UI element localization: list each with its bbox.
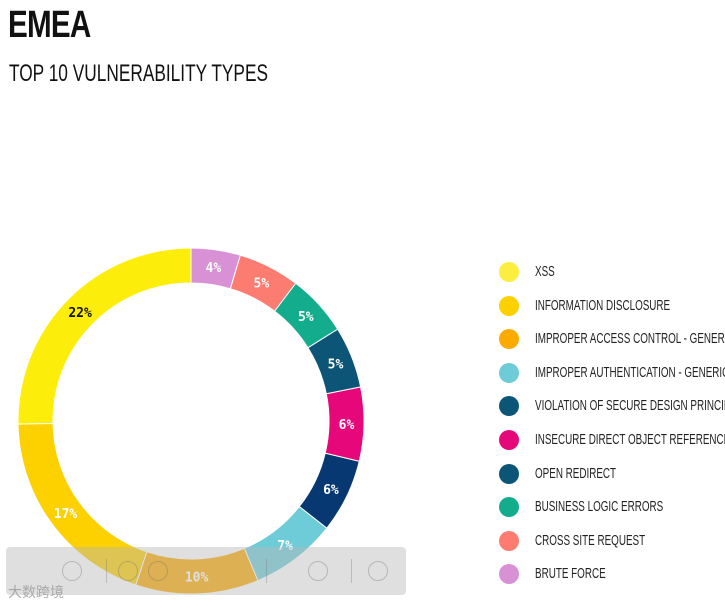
slice-label: 6% xyxy=(323,483,339,498)
slice-brute-force xyxy=(190,247,241,290)
slice-label: 5% xyxy=(328,357,344,372)
legend-swatch xyxy=(499,429,519,450)
legend-item: INSECURE DIRECT OBJECT REFERENCE xyxy=(497,428,725,462)
slice-label: 6% xyxy=(339,418,355,433)
slice-label: 5% xyxy=(254,276,270,291)
legend-swatch xyxy=(499,463,519,484)
plus-circle-icon[interactable] xyxy=(118,561,138,581)
legend-label: CROSS SITE REQUEST xyxy=(535,532,646,549)
legend-label: OPEN REDIRECT xyxy=(535,465,617,482)
slice-label: 5% xyxy=(298,310,314,325)
slice-label: 17% xyxy=(54,507,78,522)
legend-item: XSS xyxy=(497,260,725,294)
image-toolbar xyxy=(6,547,406,595)
legend-label: INFORMATION DISCLOSURE xyxy=(535,297,671,314)
legend-swatch xyxy=(499,262,519,282)
expand-icon[interactable] xyxy=(368,561,388,581)
legend-item: IMPROPER ACCESS CONTROL - GENERIC xyxy=(497,327,725,361)
slice-xss xyxy=(17,247,192,425)
slice-label: 10% xyxy=(185,570,209,585)
grid-icon[interactable] xyxy=(62,561,82,581)
legend-label: VIOLATION OF SECURE DESIGN PRINCIPLES xyxy=(535,398,725,415)
legend-swatch xyxy=(499,329,519,350)
share-icon[interactable] xyxy=(308,561,328,581)
watermark-logo: 大数跨境 xyxy=(8,584,64,600)
legend-item: IMPROPER AUTHENTICATION - GENERIC xyxy=(497,361,725,395)
legend-swatch xyxy=(499,530,519,551)
legend-label: BRUTE FORCE xyxy=(535,566,606,583)
legend-swatch xyxy=(499,396,519,417)
legend-swatch xyxy=(499,497,519,518)
slice-label: 7% xyxy=(277,539,293,554)
legend-label: IMPROPER ACCESS CONTROL - GENERIC xyxy=(535,331,725,348)
legend-item: VIOLATION OF SECURE DESIGN PRINCIPLES xyxy=(497,394,725,428)
legend-item: CROSS SITE REQUEST xyxy=(497,529,725,563)
page-subtitle: TOP 10 VULNERABILITY TYPES xyxy=(9,60,268,87)
legend-swatch xyxy=(499,295,519,316)
legend-swatch xyxy=(499,564,519,585)
donut-chart: 22% 17% 10% 7% 6% 6% 5% 5% 5% 4% xyxy=(17,247,365,595)
page-title: EMEA xyxy=(8,4,91,46)
chart-legend: XSS INFORMATION DISCLOSURE IMPROPER ACCESS… xyxy=(497,260,725,596)
slice-label: 4% xyxy=(206,261,222,276)
legend-item: BRUTE FORCE xyxy=(497,562,725,596)
legend-label: INSECURE DIRECT OBJECT REFERENCE xyxy=(535,431,725,448)
legend-swatch xyxy=(499,362,519,383)
legend-item: INFORMATION DISCLOSURE xyxy=(497,294,725,328)
legend-item: BUSINESS LOGIC ERRORS xyxy=(497,495,725,529)
legend-label: IMPROPER AUTHENTICATION - GENERIC xyxy=(535,364,725,381)
slice-label: 22% xyxy=(68,306,92,321)
legend-label: BUSINESS LOGIC ERRORS xyxy=(535,499,664,516)
download-circle-icon[interactable] xyxy=(148,561,168,581)
legend-item: OPEN REDIRECT xyxy=(497,462,725,496)
legend-label: XSS xyxy=(535,264,555,280)
